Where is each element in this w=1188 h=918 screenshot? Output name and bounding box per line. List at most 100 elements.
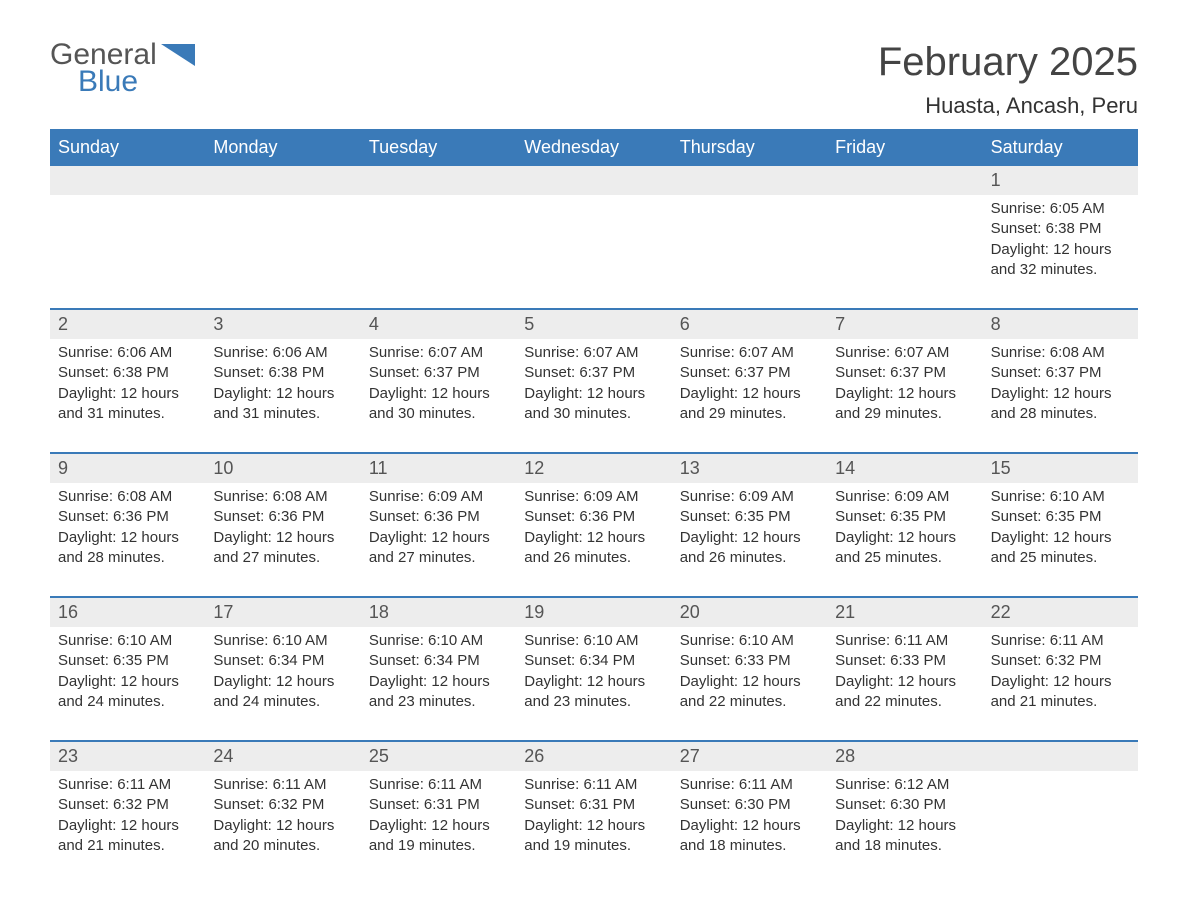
calendar-cell: 19Sunrise: 6:10 AMSunset: 6:34 PMDayligh… [516,598,671,724]
daylight-line: Daylight: 12 hours and 31 minutes. [58,384,197,425]
logo-word-blue: Blue [78,67,195,97]
calendar-cell [516,166,671,292]
calendar-cell: 25Sunrise: 6:11 AMSunset: 6:31 PMDayligh… [361,742,516,868]
day-number: 11 [361,454,516,483]
sunrise-line: Sunrise: 6:11 AM [369,775,508,795]
calendar-week: 1Sunrise: 6:05 AMSunset: 6:38 PMDaylight… [50,166,1138,292]
calendar-cell: 23Sunrise: 6:11 AMSunset: 6:32 PMDayligh… [50,742,205,868]
day-number [205,166,360,195]
sunset-line: Sunset: 6:37 PM [680,363,819,383]
sunrise-line: Sunrise: 6:05 AM [991,199,1130,219]
calendar-cell: 26Sunrise: 6:11 AMSunset: 6:31 PMDayligh… [516,742,671,868]
sunrise-line: Sunrise: 6:07 AM [835,343,974,363]
calendar-cell: 17Sunrise: 6:10 AMSunset: 6:34 PMDayligh… [205,598,360,724]
day-number: 19 [516,598,671,627]
sunrise-line: Sunrise: 6:09 AM [524,487,663,507]
sunrise-line: Sunrise: 6:08 AM [213,487,352,507]
sunrise-line: Sunrise: 6:10 AM [991,487,1130,507]
daylight-line: Daylight: 12 hours and 32 minutes. [991,240,1130,281]
sunrise-line: Sunrise: 6:06 AM [58,343,197,363]
sunrise-line: Sunrise: 6:10 AM [58,631,197,651]
calendar-cell: 13Sunrise: 6:09 AMSunset: 6:35 PMDayligh… [672,454,827,580]
sunrise-line: Sunrise: 6:07 AM [524,343,663,363]
location-label: Huasta, Ancash, Peru [878,93,1138,119]
day-details: Sunrise: 6:11 AMSunset: 6:32 PMDaylight:… [54,771,197,856]
day-number: 9 [50,454,205,483]
day-number: 12 [516,454,671,483]
day-number: 10 [205,454,360,483]
day-number: 7 [827,310,982,339]
sunrise-line: Sunrise: 6:06 AM [213,343,352,363]
day-details: Sunrise: 6:09 AMSunset: 6:36 PMDaylight:… [365,483,508,568]
day-number: 15 [983,454,1138,483]
sunset-line: Sunset: 6:38 PM [58,363,197,383]
day-details: Sunrise: 6:07 AMSunset: 6:37 PMDaylight:… [831,339,974,424]
day-details: Sunrise: 6:06 AMSunset: 6:38 PMDaylight:… [54,339,197,424]
day-number [983,742,1138,771]
sunset-line: Sunset: 6:35 PM [680,507,819,527]
sunset-line: Sunset: 6:34 PM [524,651,663,671]
sunset-line: Sunset: 6:32 PM [58,795,197,815]
daylight-line: Daylight: 12 hours and 24 minutes. [58,672,197,713]
day-details: Sunrise: 6:10 AMSunset: 6:34 PMDaylight:… [520,627,663,712]
sunrise-line: Sunrise: 6:10 AM [524,631,663,651]
sunset-line: Sunset: 6:32 PM [991,651,1130,671]
month-title: February 2025 [878,40,1138,85]
day-details: Sunrise: 6:11 AMSunset: 6:32 PMDaylight:… [987,627,1130,712]
calendar-cell: 6Sunrise: 6:07 AMSunset: 6:37 PMDaylight… [672,310,827,436]
day-number: 27 [672,742,827,771]
calendar-cell: 27Sunrise: 6:11 AMSunset: 6:30 PMDayligh… [672,742,827,868]
daylight-line: Daylight: 12 hours and 26 minutes. [680,528,819,569]
daylight-line: Daylight: 12 hours and 18 minutes. [680,816,819,857]
calendar-cell: 2Sunrise: 6:06 AMSunset: 6:38 PMDaylight… [50,310,205,436]
sunset-line: Sunset: 6:30 PM [835,795,974,815]
calendar-cell: 7Sunrise: 6:07 AMSunset: 6:37 PMDaylight… [827,310,982,436]
day-number: 1 [983,166,1138,195]
calendar-cell: 10Sunrise: 6:08 AMSunset: 6:36 PMDayligh… [205,454,360,580]
sunset-line: Sunset: 6:34 PM [369,651,508,671]
sunrise-line: Sunrise: 6:12 AM [835,775,974,795]
day-details: Sunrise: 6:11 AMSunset: 6:31 PMDaylight:… [365,771,508,856]
calendar-cell: 14Sunrise: 6:09 AMSunset: 6:35 PMDayligh… [827,454,982,580]
daylight-line: Daylight: 12 hours and 23 minutes. [369,672,508,713]
day-details: Sunrise: 6:07 AMSunset: 6:37 PMDaylight:… [365,339,508,424]
sunset-line: Sunset: 6:36 PM [213,507,352,527]
day-number: 13 [672,454,827,483]
daylight-line: Daylight: 12 hours and 19 minutes. [524,816,663,857]
sunset-line: Sunset: 6:31 PM [369,795,508,815]
sunset-line: Sunset: 6:37 PM [524,363,663,383]
sunset-line: Sunset: 6:35 PM [58,651,197,671]
calendar-cell [205,166,360,292]
day-details: Sunrise: 6:08 AMSunset: 6:36 PMDaylight:… [209,483,352,568]
sunrise-line: Sunrise: 6:07 AM [369,343,508,363]
sunrise-line: Sunrise: 6:08 AM [58,487,197,507]
calendar-cell [361,166,516,292]
day-number: 14 [827,454,982,483]
sunset-line: Sunset: 6:34 PM [213,651,352,671]
calendar-cell: 9Sunrise: 6:08 AMSunset: 6:36 PMDaylight… [50,454,205,580]
day-details: Sunrise: 6:08 AMSunset: 6:36 PMDaylight:… [54,483,197,568]
day-number [672,166,827,195]
day-details: Sunrise: 6:07 AMSunset: 6:37 PMDaylight:… [676,339,819,424]
day-header-cell: Tuesday [361,129,516,166]
sunset-line: Sunset: 6:37 PM [835,363,974,383]
day-number: 17 [205,598,360,627]
day-header-cell: Monday [205,129,360,166]
day-details: Sunrise: 6:09 AMSunset: 6:36 PMDaylight:… [520,483,663,568]
daylight-line: Daylight: 12 hours and 28 minutes. [991,384,1130,425]
sunset-line: Sunset: 6:35 PM [835,507,974,527]
daylight-line: Daylight: 12 hours and 27 minutes. [369,528,508,569]
sunrise-line: Sunrise: 6:08 AM [991,343,1130,363]
sunset-line: Sunset: 6:33 PM [835,651,974,671]
day-details: Sunrise: 6:12 AMSunset: 6:30 PMDaylight:… [831,771,974,856]
sunset-line: Sunset: 6:37 PM [369,363,508,383]
sunset-line: Sunset: 6:31 PM [524,795,663,815]
calendar-week: 9Sunrise: 6:08 AMSunset: 6:36 PMDaylight… [50,452,1138,580]
day-number: 25 [361,742,516,771]
calendar-cell: 1Sunrise: 6:05 AMSunset: 6:38 PMDaylight… [983,166,1138,292]
sunrise-line: Sunrise: 6:11 AM [835,631,974,651]
day-number: 22 [983,598,1138,627]
daylight-line: Daylight: 12 hours and 25 minutes. [835,528,974,569]
logo-text: General Blue [50,40,195,97]
day-details: Sunrise: 6:10 AMSunset: 6:35 PMDaylight:… [987,483,1130,568]
